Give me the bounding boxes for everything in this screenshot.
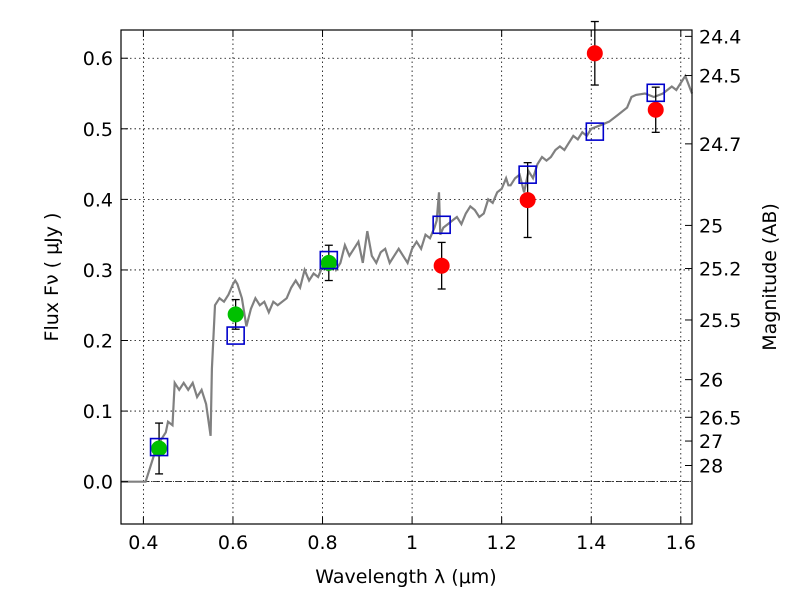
y2-tick-label: 25.5 xyxy=(699,310,741,332)
blue-square-marker xyxy=(149,437,169,457)
x-tick-label: 1.6 xyxy=(666,532,696,554)
data-markers xyxy=(149,45,666,457)
y-tick-label: 0.2 xyxy=(83,331,113,353)
y-axis-title: Flux Fν ( μJy ) xyxy=(41,213,63,342)
y2-tick-label: 24.5 xyxy=(699,66,741,88)
x-tick-label: 0.6 xyxy=(218,532,248,554)
red-circle-marker xyxy=(586,45,603,62)
x-tick-label: 0.4 xyxy=(128,532,158,554)
blue-square-marker xyxy=(518,165,537,184)
red-circle-marker xyxy=(433,257,450,274)
blue-square-marker xyxy=(226,326,245,345)
plot-frame xyxy=(120,29,693,525)
y2-axis-title: Magnitude (AB) xyxy=(759,203,781,351)
x-tick-label: 1 xyxy=(406,532,418,554)
y-tick-label: 0.3 xyxy=(83,260,113,282)
y2-tick-label: 24.4 xyxy=(699,26,741,48)
green-circle-marker xyxy=(320,254,337,271)
model-spectrum-line xyxy=(121,73,694,483)
axis-tick-labels: 0.4 0.6 0.8 1 1.2 1.4 1.6 0.0 0.1 0.2 0.3 0.4 0.5 0.6… xyxy=(83,26,742,554)
y2-tick-label: 25.2 xyxy=(699,259,741,281)
x-tick-label: 1.4 xyxy=(576,532,606,554)
blue-square-marker xyxy=(585,122,605,141)
green-circle-marker xyxy=(227,306,244,323)
blue-square-marker xyxy=(646,83,666,103)
y2-tick-label: 24.7 xyxy=(699,134,741,156)
y-tick-label: 0.4 xyxy=(83,189,113,211)
grid-lines xyxy=(121,30,692,524)
red-circle-marker xyxy=(519,192,536,209)
y2-tick-label: 26 xyxy=(699,370,723,392)
blue-square-marker xyxy=(432,215,451,235)
green-circle-marker xyxy=(151,440,168,457)
y2-tick-label: 26.5 xyxy=(699,407,741,429)
y2-tick-label: 25 xyxy=(699,215,723,237)
y2-tick-label: 28 xyxy=(699,455,723,477)
y-tick-label: 0.1 xyxy=(83,401,113,423)
red-circle-marker xyxy=(647,101,664,118)
y-tick-label: 0.6 xyxy=(83,48,113,70)
x-tick-label: 1.2 xyxy=(487,532,517,554)
x-axis-title: Wavelength λ (μm) xyxy=(315,566,496,588)
x-tick-label: 0.8 xyxy=(307,532,337,554)
y-tick-label: 0.5 xyxy=(83,119,113,141)
axis-ticks xyxy=(121,30,692,524)
plot-background xyxy=(121,30,692,524)
blue-square-marker xyxy=(319,250,339,270)
y-tick-label: 0.0 xyxy=(83,472,113,494)
y2-tick-label: 27 xyxy=(699,431,723,453)
